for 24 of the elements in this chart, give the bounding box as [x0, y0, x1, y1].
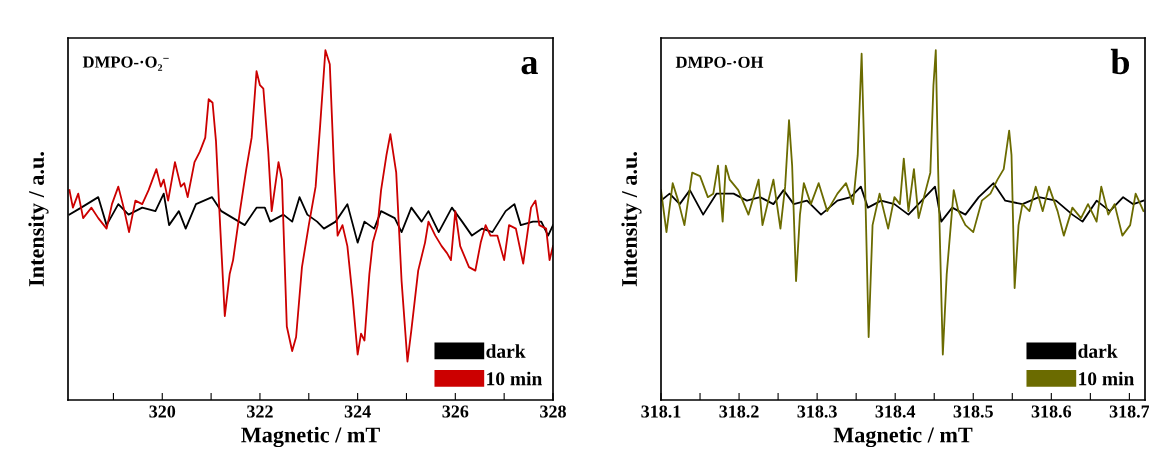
legend-label: 10 min [1079, 371, 1135, 386]
annotation: a [521, 56, 538, 75]
y-axis-title: Intensity / a.u. [28, 152, 49, 287]
legend-label: 10 min [487, 371, 543, 386]
x-tick-label: 318.1 [641, 405, 681, 418]
legend-label: dark [1078, 344, 1118, 358]
x-tick-label: 328 [540, 405, 566, 418]
x-tick-label: 318.2 [719, 405, 759, 418]
x-tick-label: 318.6 [1031, 405, 1072, 418]
x-tick-label: 324 [344, 405, 371, 418]
annotation: DMPO-·O₂$^{−}$ [82, 56, 169, 71]
y-axis-title: Intensity / a.u. [621, 152, 642, 287]
legend-label: dark [486, 344, 526, 358]
x-tick-label: 318.4 [875, 405, 916, 418]
x-axis-title: Magnetic / mT [241, 426, 380, 448]
x-tick-label: 326 [442, 405, 469, 418]
x-tick-label: 322 [247, 405, 273, 418]
x-tick-label: 318.5 [953, 405, 993, 418]
x-tick-label: 318.3 [797, 405, 837, 418]
annotation: b [1110, 48, 1130, 75]
x-tick-label: 320 [149, 405, 176, 418]
annotation: DMPO-·OH [675, 56, 764, 68]
x-axis-title: Magnetic / mT [833, 426, 973, 448]
x-tick-label: 318.7 [1109, 405, 1149, 418]
